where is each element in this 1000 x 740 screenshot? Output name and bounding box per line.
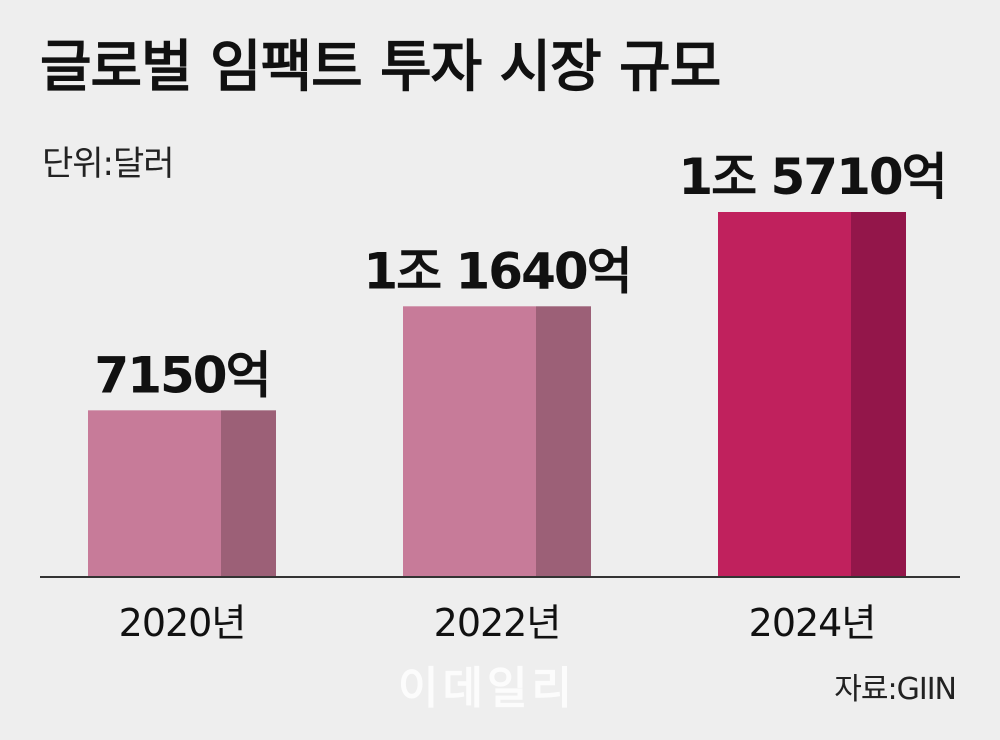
bar-2-value-label: 1조 5710억	[678, 148, 945, 206]
bar-1-side	[536, 306, 591, 576]
category-label-1: 2022년	[434, 601, 561, 645]
unit-label: 단위:달러	[42, 144, 175, 184]
category-label-0: 2020년	[119, 601, 246, 645]
bar-0-front	[88, 410, 221, 576]
chart-title: 글로벌 임팩트 투자 시장 규모	[40, 35, 721, 100]
bar-2-front	[718, 212, 851, 576]
bar-1-front	[403, 306, 536, 576]
bar-1-value-label: 1조 1640억	[363, 242, 630, 300]
watermark-logo: 이데일리	[398, 663, 576, 714]
bar-0-side	[221, 410, 276, 576]
bar-2-side	[851, 212, 906, 576]
bar-0-value-label: 7150억	[94, 346, 269, 404]
category-label-2: 2024년	[749, 601, 876, 645]
source-label: 자료:GIIN	[834, 672, 957, 707]
